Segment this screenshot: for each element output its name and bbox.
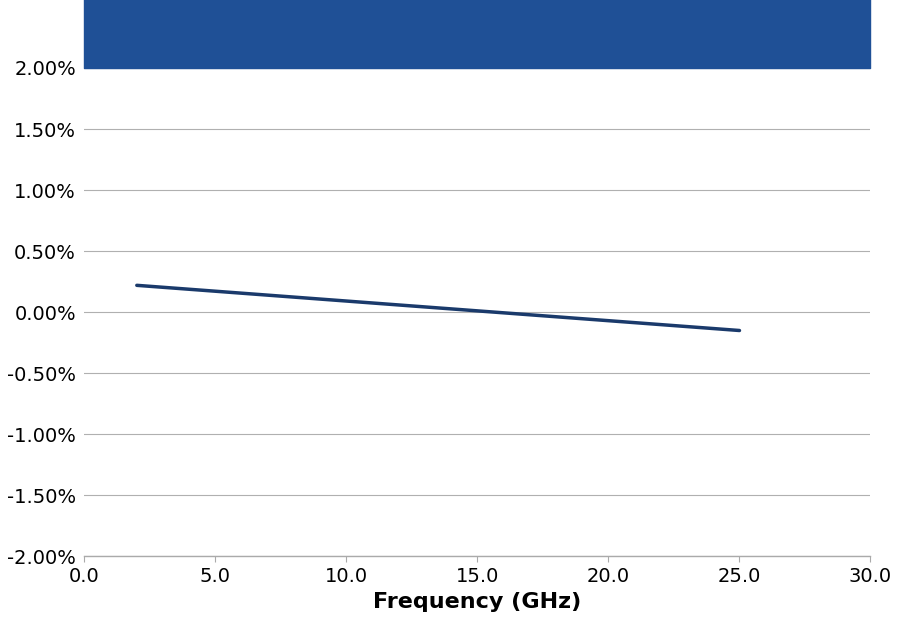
X-axis label: Frequency (GHz): Frequency (GHz) <box>373 592 582 612</box>
